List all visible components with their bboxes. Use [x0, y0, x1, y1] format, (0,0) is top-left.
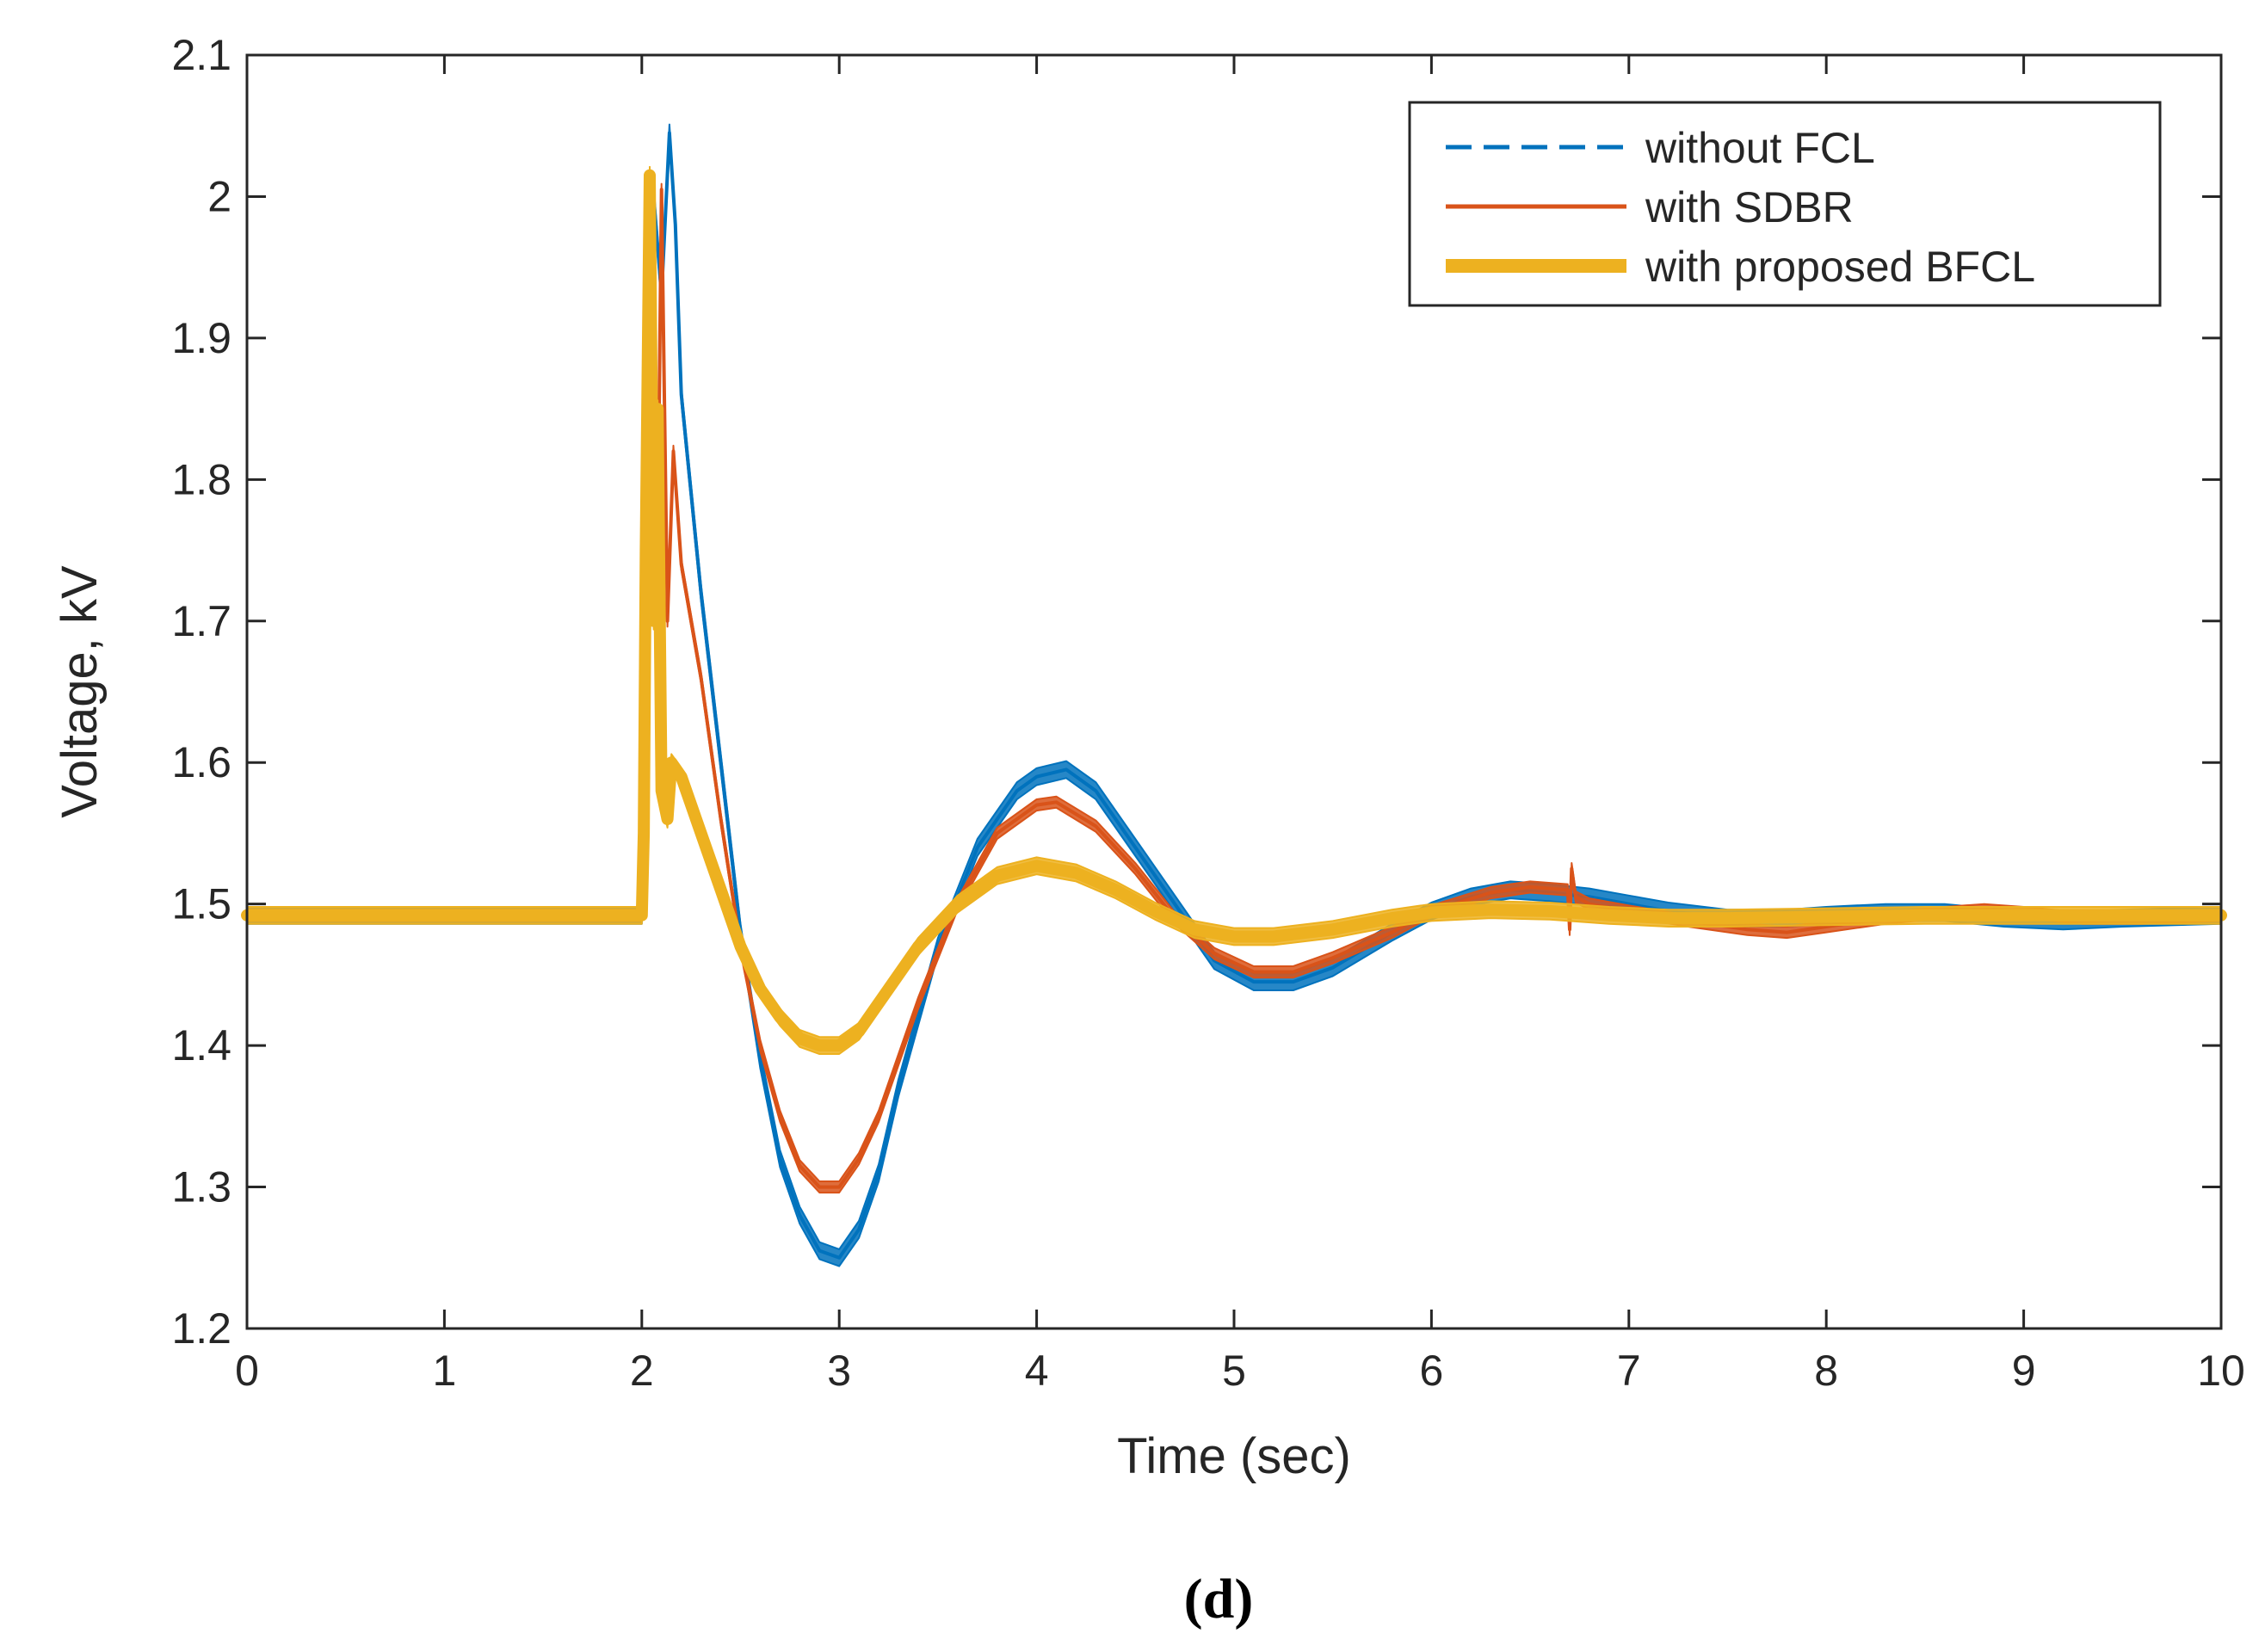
x-tick-label: 6: [1419, 1347, 1443, 1395]
panel-label: (d): [1184, 1568, 1254, 1630]
y-tick-label: 2: [207, 172, 231, 220]
y-tick-label: 1.6: [171, 738, 231, 786]
series-line-with-proposed-bfcl: [241, 169, 2227, 1052]
x-tick-label: 2: [630, 1347, 654, 1395]
x-tick-label: 10: [2197, 1347, 2245, 1395]
series-line-with-sdbr: [245, 188, 2223, 1189]
x-tick-label: 9: [2012, 1347, 2036, 1395]
x-axis-label: Time (sec): [1117, 1428, 1351, 1484]
legend-label-without-fcl: without FCL: [1645, 124, 1875, 172]
y-tick-label: 1.7: [171, 597, 231, 645]
x-tick-label: 3: [827, 1347, 851, 1395]
y-axis-label: Voltage, kV: [52, 565, 108, 818]
y-tick-label: 1.8: [171, 455, 231, 503]
y-tick-label: 1.2: [171, 1304, 231, 1353]
y-tick-label: 2.1: [171, 31, 231, 79]
legend-label-with-proposed-bfcl: with proposed BFCL: [1645, 243, 2035, 291]
y-tick-label: 1.5: [171, 880, 231, 928]
x-tick-label: 7: [1617, 1347, 1641, 1395]
legend-label-with-sdbr: with SDBR: [1645, 183, 1854, 231]
y-tick-label: 1.9: [171, 314, 231, 362]
x-tick-label: 0: [235, 1347, 259, 1395]
y-tick-label: 1.4: [171, 1021, 231, 1069]
x-tick-label: 5: [1222, 1347, 1246, 1395]
x-tick-label: 1: [432, 1347, 456, 1395]
x-tick-label: 8: [1814, 1347, 1838, 1395]
legend: without FCL with SDBR with proposed BFCL: [1408, 101, 2162, 307]
x-tick-label: 4: [1025, 1347, 1049, 1395]
y-tick-label: 1.3: [171, 1163, 231, 1211]
y-axis: 1.2 1.3 1.4 1.5 1.6 1.7 1.8 1.9 2 2.1: [171, 31, 2221, 1353]
x-axis: 0 1 2 3 4 5 6 7 8 9 10: [235, 55, 2245, 1395]
